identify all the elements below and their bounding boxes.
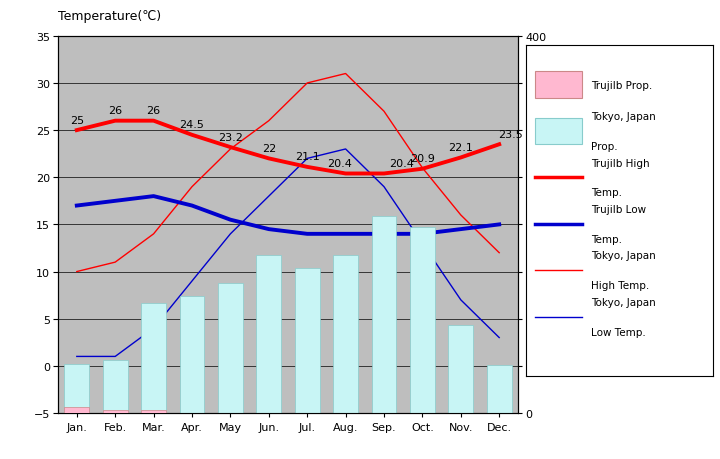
Bar	[103, 360, 127, 413]
Bar	[333, 255, 358, 413]
Text: 24.5: 24.5	[179, 120, 204, 130]
Text: 22.1: 22.1	[449, 143, 473, 152]
Text: 23.5: 23.5	[498, 129, 523, 140]
FancyBboxPatch shape	[535, 118, 582, 145]
Text: Low Temp.: Low Temp.	[591, 327, 646, 337]
Text: 26: 26	[108, 106, 122, 116]
Bar	[294, 268, 320, 413]
Bar	[449, 325, 473, 413]
Text: Tokyo, Japan: Tokyo, Japan	[591, 112, 656, 122]
Bar	[141, 410, 166, 413]
Bar	[256, 255, 282, 413]
Bar	[64, 408, 89, 413]
Bar	[372, 217, 397, 413]
Text: Temp.: Temp.	[591, 188, 622, 198]
Text: 25: 25	[70, 115, 84, 125]
Text: 20.4: 20.4	[389, 159, 414, 168]
Bar	[410, 228, 435, 413]
Text: High Temp.: High Temp.	[591, 280, 649, 291]
Text: 21.1: 21.1	[294, 152, 320, 162]
Text: Trujilb Low: Trujilb Low	[591, 204, 647, 214]
Text: Tokyo, Japan: Tokyo, Japan	[591, 251, 656, 261]
Bar	[103, 410, 127, 413]
Text: 23.2: 23.2	[218, 132, 243, 142]
Text: Temp.: Temp.	[591, 234, 622, 244]
Text: Temperature(℃): Temperature(℃)	[58, 10, 161, 22]
Text: 20.9: 20.9	[410, 154, 435, 164]
Text: 20.4: 20.4	[328, 159, 352, 168]
Bar	[218, 283, 243, 413]
Bar	[487, 365, 512, 413]
Bar	[179, 297, 204, 413]
Bar	[141, 303, 166, 413]
Text: Trujilb Prop.: Trujilb Prop.	[591, 81, 652, 90]
Text: 22: 22	[261, 144, 276, 153]
Text: Trujilb High: Trujilb High	[591, 158, 649, 168]
Text: Tokyo, Japan: Tokyo, Japan	[591, 297, 656, 307]
FancyBboxPatch shape	[535, 73, 582, 99]
Bar	[64, 364, 89, 413]
Text: Prop.: Prop.	[591, 142, 618, 152]
Text: 26: 26	[147, 106, 161, 116]
